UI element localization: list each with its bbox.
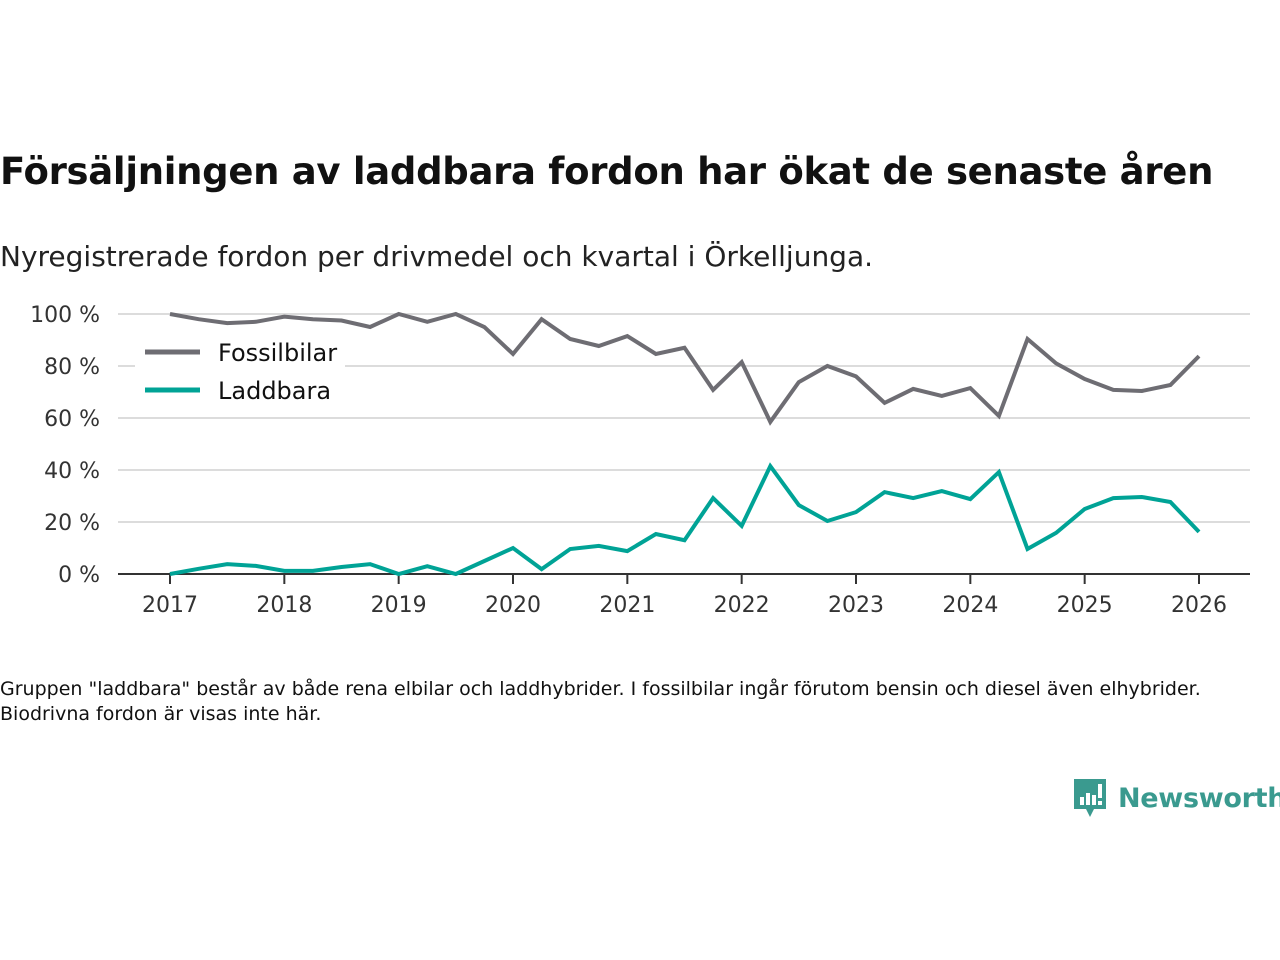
newsworthy-logo: Newsworthy [1072,777,1280,819]
y-tick-label: 40 % [44,459,100,484]
newsworthy-logo-icon [1074,779,1106,817]
y-tick-label: 80 % [44,355,100,380]
x-tick-label: 2020 [485,593,541,618]
x-tick-label: 2023 [828,593,884,618]
chart-subtitle: Nyregistrerade fordon per drivmedel och … [0,240,874,273]
legend-label: Laddbara [218,377,331,405]
brand-name: Newsworthy [1118,782,1280,814]
y-tick-label: 100 % [30,303,100,328]
line-chart: 0 % 20 % 40 % 60 % 80 % 100 % 2017 2018 2019 2020… [30,303,1250,618]
legend-background [135,334,345,410]
x-tick-label: 2024 [942,593,998,618]
series-line-laddbara [169,462,1201,577]
y-tick-label: 60 % [44,407,100,432]
x-tick-label: 2026 [1171,593,1227,618]
footnote: Gruppen "laddbara" består av både rena e… [0,678,1201,725]
x-tick-label: 2019 [371,593,427,618]
x-tick-label: 2022 [714,593,770,618]
y-tick-label: 20 % [44,511,100,536]
x-tick-label: 2025 [1057,593,1113,618]
y-tick-label: 0 % [58,563,100,588]
x-tick-label: 2017 [142,593,198,618]
x-tick-label: 2021 [599,593,655,618]
x-tick-label: 2018 [256,593,312,618]
legend-label: Fossilbilar [218,339,337,367]
chart-title: Försäljningen av laddbara fordon har öka… [0,150,1214,193]
